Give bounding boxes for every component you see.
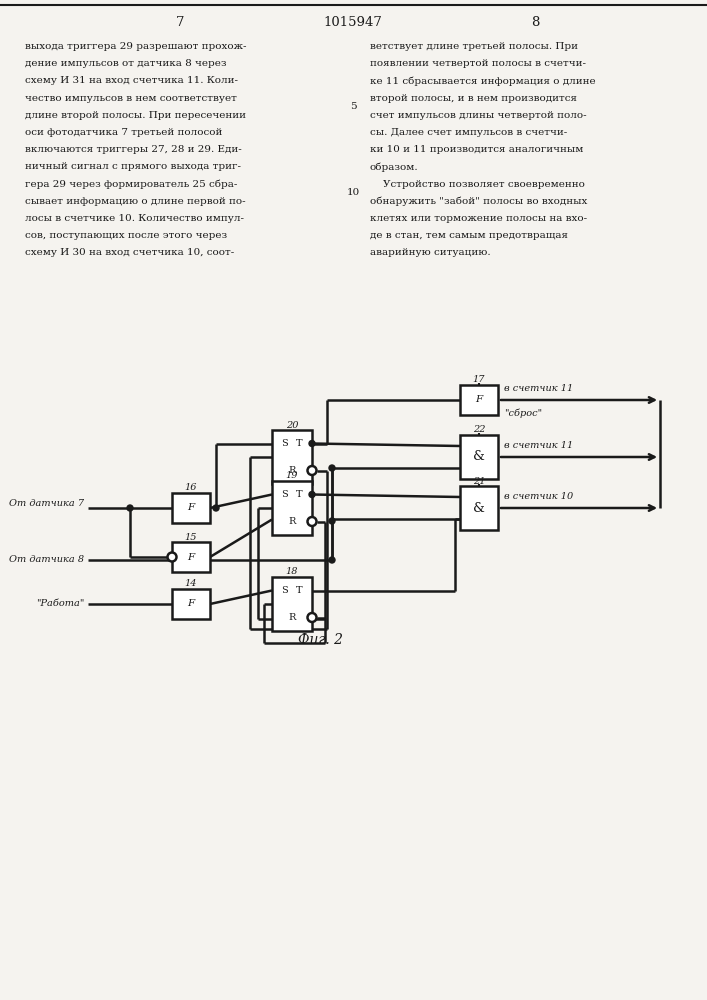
Text: 18: 18	[286, 568, 298, 576]
Bar	[272, 430, 312, 484]
Text: 10: 10	[346, 188, 360, 197]
Text: образом.: образом.	[370, 162, 419, 172]
Text: лосы в счетчике 10. Количество импул-: лосы в счетчике 10. Количество импул-	[25, 214, 244, 223]
Circle shape	[308, 613, 317, 622]
Text: в счетчик 10: в счетчик 10	[504, 492, 573, 501]
Text: 21: 21	[473, 477, 485, 486]
Text: T: T	[296, 586, 303, 595]
Bar	[460, 435, 498, 479]
Text: чество импульсов в нем соответствует: чество импульсов в нем соответствует	[25, 94, 237, 103]
Text: 16: 16	[185, 484, 197, 492]
Text: F: F	[187, 552, 194, 562]
Text: S: S	[281, 439, 288, 448]
Text: 15: 15	[185, 532, 197, 542]
Text: де в стан, тем самым предотвращая: де в стан, тем самым предотвращая	[370, 231, 568, 240]
Text: 14: 14	[185, 580, 197, 588]
Text: От датчика 8: От датчика 8	[9, 556, 84, 564]
Text: появлении четвертой полосы в счетчи-: появлении четвертой полосы в счетчи-	[370, 59, 586, 68]
Text: 17: 17	[473, 375, 485, 384]
Text: Устройство позволяет своевременно: Устройство позволяет своевременно	[370, 180, 585, 189]
Circle shape	[309, 491, 315, 497]
Text: R: R	[288, 517, 296, 526]
Text: ничный сигнал с прямого выхода триг-: ничный сигнал с прямого выхода триг-	[25, 162, 241, 171]
Text: схему И 31 на вход счетчика 11. Коли-: схему И 31 на вход счетчика 11. Коли-	[25, 76, 238, 85]
Circle shape	[329, 518, 335, 524]
Text: второй полосы, и в нем производится: второй полосы, и в нем производится	[370, 94, 577, 103]
Text: 7: 7	[176, 16, 185, 29]
Text: T: T	[296, 439, 303, 448]
Circle shape	[308, 466, 317, 475]
Text: R: R	[288, 466, 296, 475]
Circle shape	[127, 505, 133, 511]
Text: F: F	[475, 395, 483, 404]
Text: 5: 5	[350, 102, 356, 111]
Text: схему И 30 на вход счетчика 10, соот-: схему И 30 на вход счетчика 10, соот-	[25, 248, 234, 257]
Text: От датчика 7: От датчика 7	[9, 499, 84, 508]
Text: F: F	[187, 504, 194, 512]
Text: &: &	[473, 450, 485, 464]
Text: счет импульсов длины четвертой поло-: счет импульсов длины четвертой поло-	[370, 111, 587, 120]
Text: длине второй полосы. При пересечении: длине второй полосы. При пересечении	[25, 111, 246, 120]
Circle shape	[329, 465, 335, 471]
Text: &: &	[473, 502, 485, 514]
Text: S: S	[281, 586, 288, 595]
Text: 19: 19	[286, 472, 298, 481]
Circle shape	[168, 552, 177, 562]
Circle shape	[329, 557, 335, 563]
Text: сывает информацию о длине первой по-: сывает информацию о длине первой по-	[25, 197, 245, 206]
Text: 22: 22	[473, 426, 485, 434]
Text: 8: 8	[531, 16, 539, 29]
Text: выхода триггера 29 разрешают прохож-: выхода триггера 29 разрешают прохож-	[25, 42, 247, 51]
Text: ки 10 и 11 производится аналогичным: ки 10 и 11 производится аналогичным	[370, 145, 583, 154]
Text: "Работа": "Работа"	[35, 599, 84, 608]
Text: гера 29 через формирователь 25 сбра-: гера 29 через формирователь 25 сбра-	[25, 180, 238, 189]
Bar	[172, 589, 210, 619]
Text: в счетчик 11: в счетчик 11	[504, 441, 573, 450]
Circle shape	[308, 517, 317, 526]
Text: T: T	[296, 490, 303, 499]
Text: сы. Далее счет импульсов в счетчи-: сы. Далее счет импульсов в счетчи-	[370, 128, 567, 137]
Bar	[460, 385, 498, 415]
Text: Фиг. 2: Фиг. 2	[298, 633, 342, 647]
Text: ветствует длине третьей полосы. При: ветствует длине третьей полосы. При	[370, 42, 578, 51]
Text: дение импульсов от датчика 8 через: дение импульсов от датчика 8 через	[25, 59, 226, 68]
Bar	[272, 577, 312, 631]
Text: сов, поступающих после этого через: сов, поступающих после этого через	[25, 231, 227, 240]
Text: включаются триггеры 27, 28 и 29. Еди-: включаются триггеры 27, 28 и 29. Еди-	[25, 145, 242, 154]
Circle shape	[213, 505, 219, 511]
Bar	[172, 493, 210, 523]
Text: "сброс": "сброс"	[504, 409, 542, 418]
Text: оси фотодатчика 7 третьей полосой: оси фотодатчика 7 третьей полосой	[25, 128, 223, 137]
Text: обнаружить "забой" полосы во входных: обнаружить "забой" полосы во входных	[370, 197, 588, 206]
Text: ке 11 сбрасывается информация о длине: ке 11 сбрасывается информация о длине	[370, 76, 595, 86]
Text: F: F	[187, 599, 194, 608]
Circle shape	[309, 440, 315, 446]
Text: R: R	[288, 613, 296, 622]
Bar	[172, 542, 210, 572]
Text: S: S	[281, 490, 288, 499]
Text: 1015947: 1015947	[324, 16, 382, 29]
Text: аварийную ситуацию.: аварийную ситуацию.	[370, 248, 491, 257]
Bar	[272, 481, 312, 535]
Text: 20: 20	[286, 420, 298, 430]
Text: клетях или торможение полосы на вхо-: клетях или торможение полосы на вхо-	[370, 214, 587, 223]
Text: в счетчик 11: в счетчик 11	[504, 384, 573, 393]
Bar	[460, 486, 498, 530]
